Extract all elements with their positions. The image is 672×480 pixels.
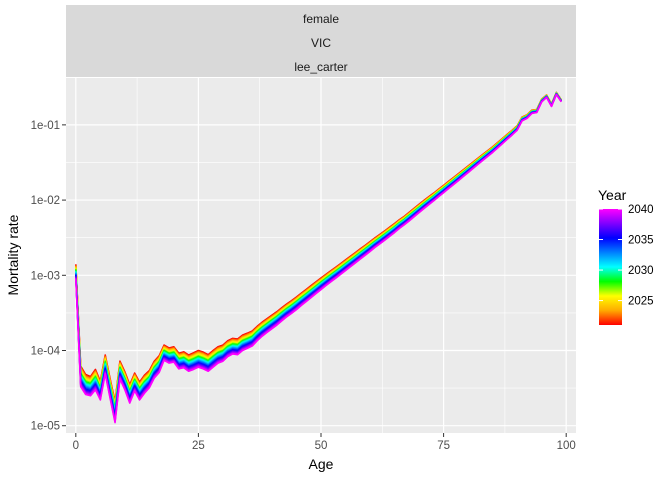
legend: Year 2025 2030 2035 2040 [598,187,654,325]
x-tick-label: 0 [73,440,79,452]
legend-title: Year [598,187,627,203]
grid-major [66,78,576,433]
x-tick-label: 50 [315,440,328,452]
x-tick-label: 100 [557,440,576,452]
legend-label: 2025 [628,296,654,308]
legend-colorbar [599,209,622,325]
legend-label: 2040 [628,204,654,216]
y-tick-label: 1e-03 [31,270,60,282]
y-tick-label: 1e-04 [31,346,61,358]
y-axis-title: Mortality rate [5,214,21,295]
x-axis-title: Age [309,456,334,472]
x-axis: 0 25 50 75 100 [73,433,576,452]
series-line-2040 [75,93,562,424]
facet-strip-label-sex: female [303,12,339,26]
facet-strip [66,5,576,77]
legend-label: 2030 [628,265,654,277]
x-tick-label: 75 [437,440,450,452]
facet-strip-label-region: VIC [311,36,331,50]
y-tick-label: 1e-01 [31,120,60,132]
series-lines [75,91,562,424]
y-axis: 1e-05 1e-04 1e-03 1e-02 1e-01 [31,120,66,433]
legend-label: 2035 [628,235,654,247]
y-tick-label: 1e-05 [31,421,60,433]
x-tick-label: 25 [192,440,205,452]
facet-strip-label-model: lee_carter [294,60,347,74]
legend-ticks: 2025 2030 2035 2040 [599,204,654,308]
y-tick-label: 1e-02 [31,195,60,207]
